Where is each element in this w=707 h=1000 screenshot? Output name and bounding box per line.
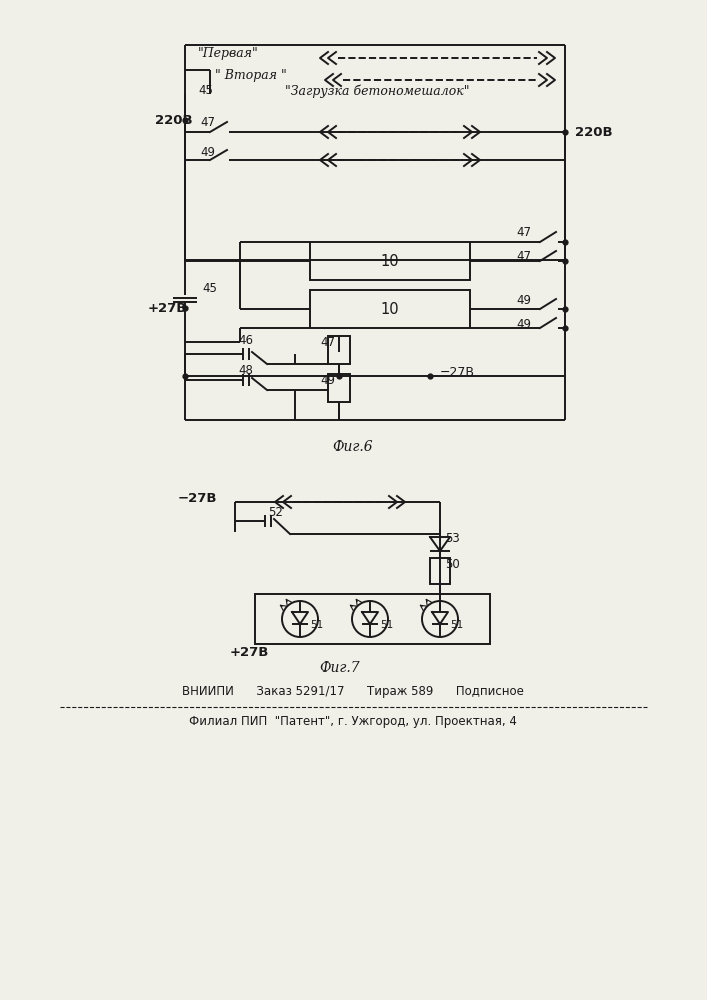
Text: 52: 52 [268, 506, 283, 518]
Text: 48: 48 [238, 363, 253, 376]
Bar [328, 336, 350, 364]
Text: 50: 50 [445, 558, 460, 572]
Text: 10: 10 [380, 302, 399, 316]
Text: 51: 51 [310, 620, 323, 630]
Bar [310, 290, 470, 328]
Bar [328, 374, 350, 402]
Text: 220В: 220В [155, 113, 192, 126]
Text: +27В: +27В [230, 647, 269, 660]
Text: −27В: −27В [178, 491, 218, 504]
Text: 47: 47 [320, 336, 335, 349]
Text: 10: 10 [380, 253, 399, 268]
Text: 49: 49 [200, 145, 215, 158]
Text: Филиал ПИП  "Патент", г. Ужгород, ул. Проектная, 4: Филиал ПИП "Патент", г. Ужгород, ул. Про… [189, 716, 517, 728]
Text: 49: 49 [516, 318, 531, 330]
Text: 220В: 220В [575, 125, 613, 138]
Text: " Вторая ": " Вторая " [215, 70, 287, 83]
Text: −27В: −27В [440, 365, 475, 378]
Text: +27В: +27В [148, 302, 187, 314]
Text: 49: 49 [320, 373, 335, 386]
Text: 46: 46 [238, 334, 253, 348]
Text: Фиг.6: Фиг.6 [333, 440, 373, 454]
Text: 53: 53 [445, 532, 460, 546]
Text: 47: 47 [516, 226, 531, 238]
Text: 47: 47 [200, 115, 215, 128]
Bar [430, 558, 450, 584]
Text: ВНИИПИ      Заказ 5291/17      Тираж 589      Подписное: ВНИИПИ Заказ 5291/17 Тираж 589 Подписное [182, 686, 524, 698]
Text: 45: 45 [198, 85, 213, 98]
Bar [310, 242, 470, 280]
Text: 51: 51 [380, 620, 393, 630]
Text: 45: 45 [202, 282, 217, 294]
Text: Фиг.7: Фиг.7 [320, 661, 361, 675]
Text: 51: 51 [450, 620, 463, 630]
Bar [255, 594, 490, 644]
Text: "Первая": "Первая" [198, 46, 259, 60]
Text: "Загрузка бетономешалок": "Загрузка бетономешалок" [285, 84, 469, 98]
Text: 49: 49 [516, 294, 531, 306]
Text: 47: 47 [516, 249, 531, 262]
